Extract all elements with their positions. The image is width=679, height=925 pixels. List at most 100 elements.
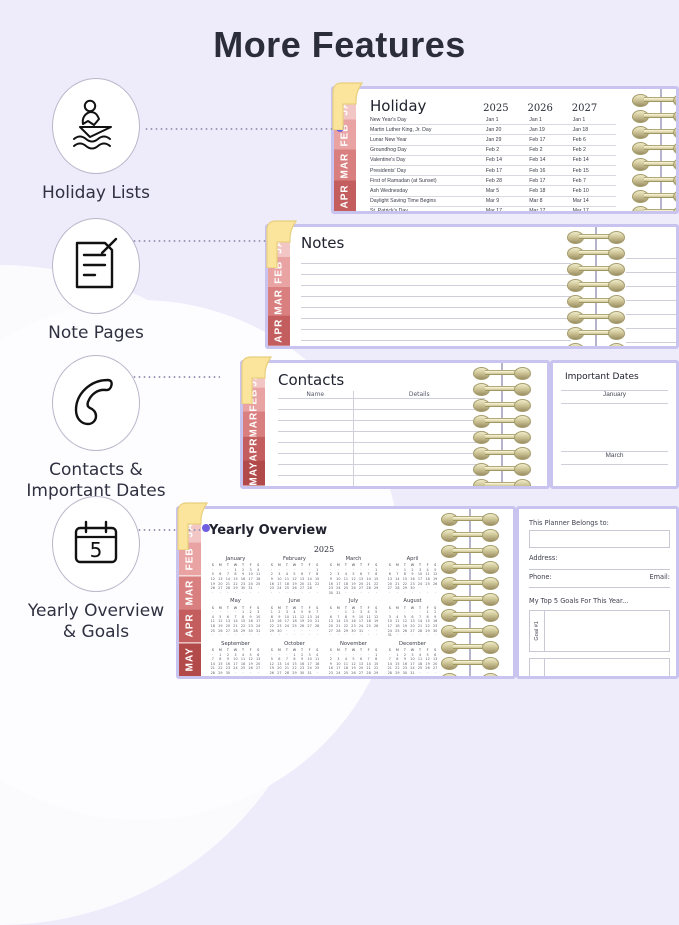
- contacts-row[interactable]: [278, 421, 485, 432]
- holiday-row: Martin Luther King, Jr. Day Jan 20 Jan 19 J…: [370, 124, 616, 136]
- binding-ring: [473, 383, 531, 396]
- mini-calendar-august: August S M T W T F S · · · · · 1 2 3 4 5 6 7 8 9 10 11 12 13 14 15 1…: [387, 598, 438, 638]
- binding-ring: [632, 174, 676, 187]
- month-tab-feb[interactable]: FEB: [243, 387, 265, 413]
- month-tab-strip-holiday[interactable]: JAN FEB MAR APR: [334, 89, 356, 211]
- ruled-line[interactable]: [626, 315, 676, 329]
- month-tab-may[interactable]: MAY: [243, 461, 265, 486]
- mini-calendar-month-name: January: [225, 556, 246, 562]
- spiral-binding-notes: [563, 227, 629, 346]
- ruled-line[interactable]: [301, 275, 571, 286]
- feature-note-pages: Note Pages: [0, 218, 192, 344]
- ruled-line[interactable]: [301, 286, 571, 297]
- binding-ring: [441, 545, 499, 558]
- notes-lines-right[interactable]: [626, 245, 676, 343]
- contacts-row[interactable]: [278, 410, 485, 421]
- ruled-line[interactable]: [301, 253, 571, 264]
- binding-ring: [441, 609, 499, 622]
- note-page-icon: [75, 237, 118, 289]
- binding-ring: [567, 263, 625, 276]
- mini-calendar-month-name: February: [283, 556, 306, 562]
- month-tab-mar[interactable]: MAR: [268, 286, 290, 317]
- binding-spine: [469, 509, 471, 676]
- planner-page-owner-goals[interactable]: This Planner Belongs to: Address: Phone:…: [516, 506, 679, 679]
- month-tab-jan[interactable]: JAN: [334, 89, 356, 120]
- contacts-row[interactable]: [278, 432, 485, 443]
- contacts-table[interactable]: Name Details: [278, 391, 485, 486]
- month-tab-mar[interactable]: MAR: [334, 150, 356, 181]
- holiday-row: Ash Wednesday Mar 5 Feb 18 Feb 10: [370, 185, 616, 197]
- binding-ring: [441, 513, 499, 526]
- mini-calendar-june: June S M T W T F S 1 2 3 4 5 6 7 8 9 10 11 12 13 14 15 16 17 18 19…: [269, 598, 320, 638]
- planner-page-holiday[interactable]: JAN FEB MAR APR Holiday 2025 2026 2027 New …: [331, 86, 679, 214]
- ruled-line[interactable]: [301, 297, 571, 308]
- planner-page-important-dates[interactable]: Important Dates January March: [550, 360, 679, 489]
- notes-lines-left[interactable]: [301, 253, 571, 346]
- surfer-icon: [73, 99, 112, 150]
- holiday-row: St. Patrick's Day Mar 17 Mar 17 Mar 17: [370, 206, 616, 211]
- goal-row-2[interactable]: [529, 658, 670, 676]
- holiday-row: Daylight Saving Time Begins Mar 9 Mar 8 Mar…: [370, 196, 616, 207]
- binding-ring: [567, 327, 625, 340]
- binding-ring: [473, 431, 531, 444]
- mini-calendar-month-name: December: [399, 640, 426, 647]
- ruled-line[interactable]: [301, 319, 571, 330]
- mini-calendar-grid: January S M T W T F S · · · 1 2 3 4 5 6 7 8 9 10 11 12 13 14 15 16…: [209, 556, 439, 679]
- mini-calendar-month-name: May: [230, 598, 241, 605]
- month-tab-may[interactable]: MAY: [179, 642, 201, 676]
- ruled-line[interactable]: [301, 341, 571, 346]
- binding-ring: [567, 247, 625, 260]
- holiday-row: New Year's Day Jan 1 Jan 1 Jan 1: [370, 115, 616, 126]
- ruled-line[interactable]: [626, 287, 676, 301]
- ruled-line[interactable]: [626, 245, 676, 259]
- holiday-heading: Holiday: [370, 97, 427, 115]
- binding-ring: [632, 126, 676, 139]
- connector-dots-holiday: [144, 128, 340, 130]
- mini-calendar-december: December S M T W T F S · 1 2 3 4 5 6 7 8 9 10 11 12 13 14 15 16 1…: [387, 640, 438, 679]
- yearly-heading: Yearly Overview: [209, 523, 328, 538]
- planner-page-notes[interactable]: JAN FEB MAR APR Notes: [265, 224, 679, 349]
- planner-page-contacts[interactable]: JAN FEB MAR APR MAY Contacts Name Details: [240, 360, 550, 489]
- ruled-line[interactable]: [301, 308, 571, 319]
- contacts-row[interactable]: [278, 399, 485, 410]
- phone-label: Phone:: [529, 573, 552, 581]
- ruled-line[interactable]: [301, 264, 571, 275]
- month-tab-strip-notes[interactable]: JAN FEB MAR APR: [268, 227, 290, 346]
- address-input[interactable]: [529, 562, 670, 570]
- contacts-row[interactable]: [278, 454, 485, 465]
- spiral-binding-contacts: [469, 363, 535, 486]
- goal-row-1[interactable]: Goal #1: [529, 610, 670, 652]
- mini-calendar-month-name: August: [403, 598, 422, 605]
- contacts-row[interactable]: [278, 465, 485, 476]
- phone-email-input[interactable]: [529, 581, 670, 588]
- contacts-col-details: Details: [352, 391, 485, 398]
- month-tab-apr[interactable]: APR: [268, 316, 290, 346]
- goal-1-label: Goal #1: [534, 621, 540, 641]
- month-tab-apr[interactable]: APR: [334, 180, 356, 211]
- ruled-line[interactable]: [626, 259, 676, 273]
- connector-dot-holiday: [336, 124, 344, 132]
- month-tab-mar[interactable]: MAR: [243, 412, 265, 437]
- holiday-row: First of Ramadan (at Sunset) Feb 28 Feb 17…: [370, 175, 616, 187]
- month-tab-feb[interactable]: FEB: [268, 256, 290, 287]
- contacts-row[interactable]: [278, 443, 485, 454]
- month-tab-apr[interactable]: APR: [243, 436, 265, 462]
- connector-dots-yearly: [132, 529, 204, 531]
- owner-input[interactable]: [529, 530, 670, 548]
- ruled-line[interactable]: [626, 273, 676, 287]
- svg-text:5: 5: [90, 538, 103, 562]
- goal-2-input[interactable]: [545, 659, 669, 676]
- ruled-line[interactable]: [626, 301, 676, 315]
- month-tab-strip-contacts[interactable]: JAN FEB MAR APR MAY: [243, 363, 265, 486]
- contacts-row[interactable]: [278, 476, 485, 486]
- planner-page-yearly[interactable]: JAN FEB MAR APR MAY Yearly Overview 2025 Jan…: [176, 506, 516, 679]
- feature-icon-circle: [52, 78, 140, 174]
- email-label: Email:: [649, 573, 670, 581]
- notes-heading: Notes: [301, 234, 345, 252]
- connector-dots-notes: [132, 240, 272, 242]
- goal-1-input[interactable]: [545, 611, 669, 651]
- ruled-line[interactable]: [626, 329, 676, 343]
- ruled-line[interactable]: [301, 330, 571, 341]
- contacts-col-name: Name: [306, 391, 325, 398]
- goals-label: My Top 5 Goals For This Year...: [529, 597, 629, 605]
